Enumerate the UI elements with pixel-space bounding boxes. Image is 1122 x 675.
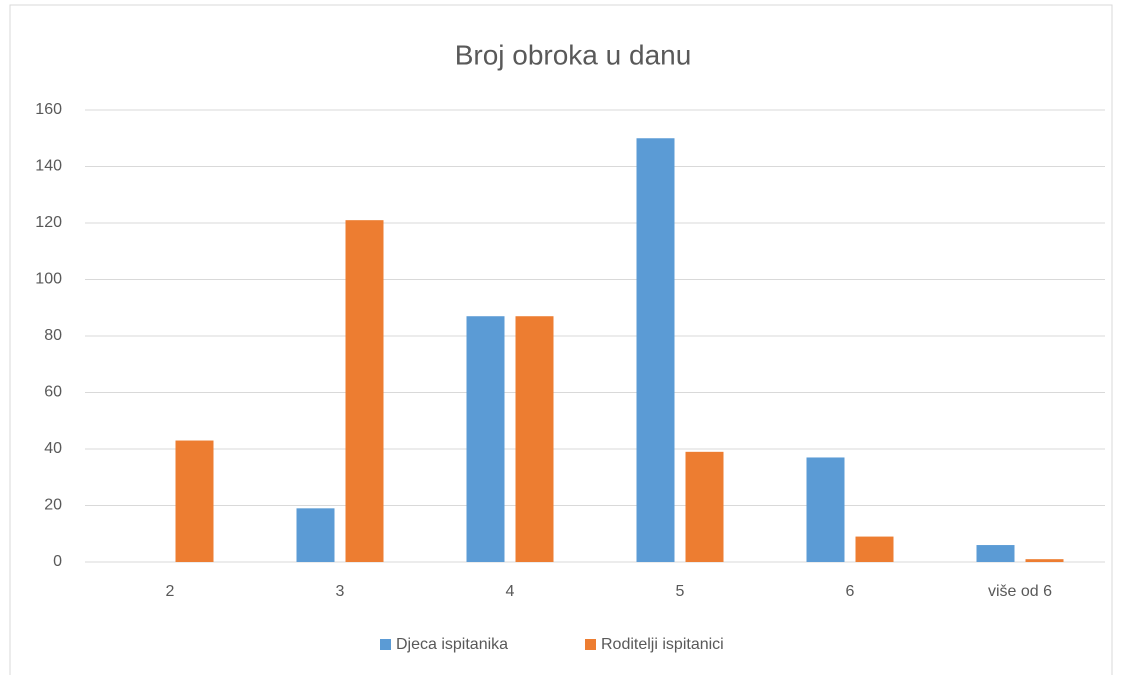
y-tick-label: 20 (44, 497, 62, 514)
x-tick-label: više od 6 (988, 583, 1052, 600)
bar (636, 138, 675, 562)
y-tick-label: 0 (53, 553, 62, 570)
x-tick-label: 4 (506, 583, 515, 600)
legend-label: Djeca ispitanika (396, 636, 508, 653)
bar (1025, 559, 1064, 562)
y-tick-label: 160 (35, 101, 62, 118)
y-tick-label: 80 (44, 327, 62, 344)
y-tick-label: 40 (44, 440, 62, 457)
x-tick-label: 2 (166, 583, 175, 600)
bar (466, 316, 505, 562)
x-tick-label: 3 (336, 583, 345, 600)
bar (685, 451, 724, 562)
y-tick-label: 140 (35, 158, 62, 175)
y-tick-label: 100 (35, 271, 62, 288)
chart-title: Broj obroka u danu (455, 39, 692, 70)
y-tick-label: 120 (35, 214, 62, 231)
bar (855, 536, 894, 562)
bar (976, 545, 1015, 562)
x-tick-label: 6 (846, 583, 855, 600)
legend-swatch (380, 639, 391, 650)
bar (175, 440, 214, 562)
x-tick-label: 5 (676, 583, 685, 600)
y-tick-label: 60 (44, 384, 62, 401)
bar (806, 457, 845, 562)
bar (345, 220, 384, 563)
legend-label: Roditelji ispitanici (601, 636, 724, 653)
bar (515, 316, 554, 562)
chart-frame (9, 4, 1113, 675)
legend-swatch (585, 639, 596, 650)
bar (296, 508, 335, 562)
